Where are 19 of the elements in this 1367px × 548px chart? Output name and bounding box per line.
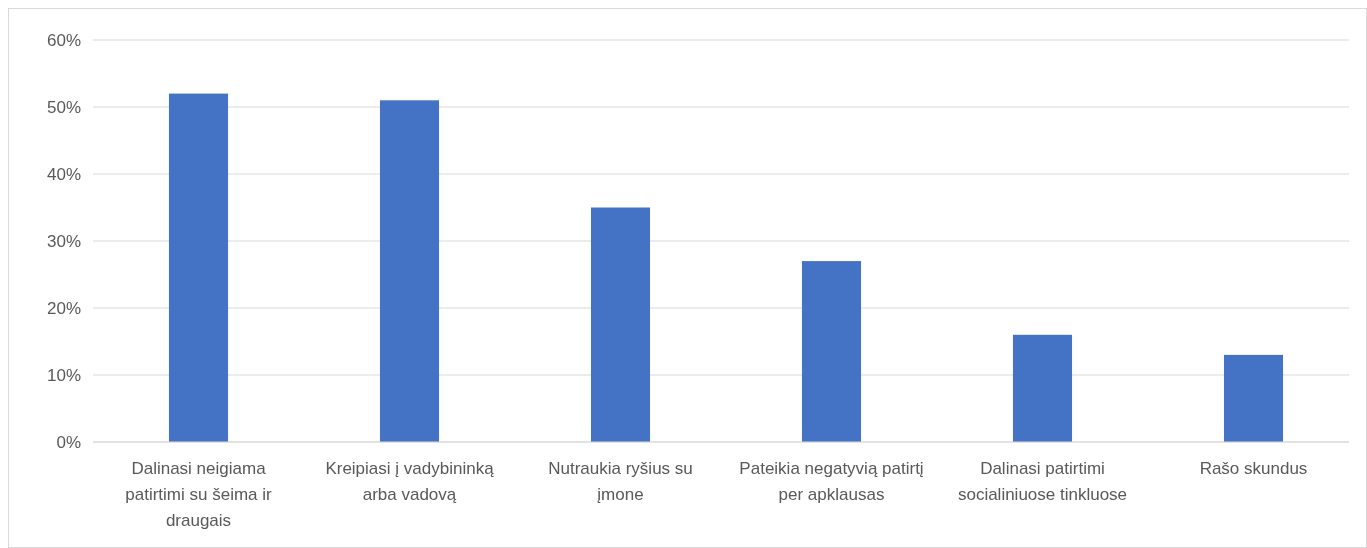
y-tick-label: 10% [46,365,81,385]
x-tick-label: Kreipiasi į vadybininką arba vadovą [325,459,495,504]
y-tick-label: 0% [56,432,81,452]
bar [801,261,862,442]
x-tick-label: Dalinasi neigiama patirtimi su šeima ir draugais [125,459,273,530]
bar [1223,354,1284,442]
y-tick-label: 40% [46,164,81,184]
bar [590,207,651,442]
bar [168,93,229,442]
bar [379,100,440,442]
y-tick-label: 50% [46,97,81,117]
bar [1012,334,1073,442]
x-tick-label: Rašo skundus [1199,459,1308,478]
y-tick-label: 60% [46,30,81,50]
y-tick-label: 20% [46,298,81,318]
x-tick-label: Pateikia negatyvią patirtį per apklausas [739,459,924,504]
x-tick-label: Dalinasi patirtimi socialiniuose tinkluose [957,459,1128,504]
x-tick-label: Nutraukia ryšius su įmone [548,459,693,504]
y-tick-label: 30% [46,231,81,251]
